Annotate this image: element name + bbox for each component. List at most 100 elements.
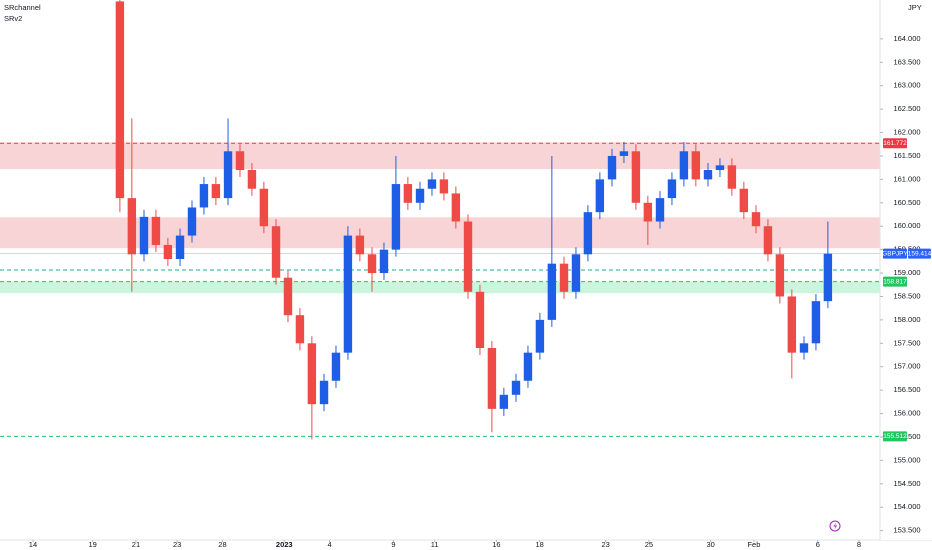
candle-body: [787, 296, 797, 353]
candle-body: [691, 151, 701, 180]
last-price-tag: [908, 248, 931, 259]
candle-body: [127, 198, 137, 255]
candle-body: [703, 170, 713, 180]
y-tick-label: 161.000: [893, 174, 920, 183]
candle-body: [223, 151, 233, 199]
candle-body: [775, 254, 785, 297]
candle-body: [427, 179, 437, 189]
candle-body: [739, 188, 749, 213]
candle-body: [715, 165, 725, 171]
level-price-tag: [883, 276, 907, 287]
y-tick-label: 154.500: [893, 479, 920, 488]
candle-body: [763, 226, 773, 255]
candle-body: [559, 263, 569, 292]
y-tick-label: 163.000: [893, 81, 920, 90]
level-price-tag: [883, 138, 907, 149]
y-tick-label: 164.000: [893, 34, 920, 43]
last-price-label: 159.414: [908, 250, 932, 257]
x-tick-label: 11: [431, 540, 439, 549]
currency-label: JPY: [908, 3, 922, 12]
price-axis-bg: [881, 0, 932, 540]
y-tick-label: 157.500: [893, 338, 920, 347]
x-tick-label: 23: [173, 540, 181, 549]
x-tick-label: 8: [857, 540, 861, 549]
x-tick-label: 16: [492, 540, 500, 549]
y-tick-label: 157.000: [893, 362, 920, 371]
level-price-label: 161.772: [883, 140, 907, 147]
zone: [0, 142, 880, 170]
candle-body: [727, 165, 737, 189]
candle-body: [151, 216, 161, 245]
alert-icon[interactable]: [829, 520, 841, 532]
y-tick-label: 159.000: [893, 268, 920, 277]
y-tick-label: 153.500: [893, 526, 920, 535]
candle-body: [463, 221, 473, 292]
x-tick-label: 23: [601, 540, 609, 549]
candle-body: [511, 380, 521, 395]
candle-body: [391, 184, 401, 250]
candle-body: [331, 352, 341, 381]
candle-body: [139, 216, 149, 255]
candle-body: [643, 202, 653, 222]
candle-body: [415, 188, 425, 203]
candle-body: [679, 151, 689, 180]
x-tick-label: 25: [645, 540, 653, 549]
candle-body: [355, 235, 365, 255]
x-tick-label: 2023: [276, 540, 293, 549]
candle-body: [451, 193, 461, 222]
y-tick-label: 158.500: [893, 291, 920, 300]
indicator-label: SRchannel: [4, 3, 41, 12]
y-tick-label: 160.000: [893, 221, 920, 230]
candle-body: [751, 212, 761, 227]
level-price-tag: [883, 431, 907, 442]
level-price-label: 158.817: [883, 278, 907, 285]
symbol-label: GBPJPY: [882, 250, 908, 257]
candle-body: [667, 179, 677, 199]
candle-body: [811, 301, 821, 344]
candle-body: [235, 151, 245, 171]
y-tick-label: 156.500: [893, 385, 920, 394]
x-tick-label: Feb: [747, 540, 760, 549]
candle-body: [259, 188, 269, 227]
candle-body: [319, 380, 329, 405]
x-tick-label: 28: [218, 540, 226, 549]
candle-body: [487, 347, 497, 409]
candle-body: [403, 184, 413, 203]
candle-body: [343, 235, 353, 353]
x-tick-label: 6: [816, 540, 820, 549]
candle-body: [271, 226, 281, 278]
candle-body: [175, 235, 185, 259]
x-tick-label: 14: [29, 540, 37, 549]
x-tick-label: 4: [328, 540, 332, 549]
y-tick-label: 161.500: [893, 151, 920, 160]
axes: 164.000 163.500 163.000 162.500 162.000 161.5…: [29, 0, 932, 549]
x-tick-label: 9: [391, 540, 395, 549]
candle-body: [295, 315, 305, 344]
x-tick-label: 19: [89, 540, 97, 549]
candle-body: [547, 263, 557, 320]
y-tick-label: 158.000: [893, 315, 920, 324]
candle-body: [199, 184, 209, 208]
zone: [0, 281, 880, 294]
y-tick-label: 162.500: [893, 104, 920, 113]
candle-body: [523, 352, 533, 381]
y-tick-label: 163.500: [893, 57, 920, 66]
candle-body: [583, 212, 593, 255]
candle-body: [163, 244, 173, 259]
y-tick-label: 162.000: [893, 128, 920, 137]
candle-body: [283, 277, 293, 316]
y-tick-label: 156.000: [893, 409, 920, 418]
candle-body: [799, 343, 809, 353]
candle-body: [619, 151, 629, 156]
candle-body: [247, 170, 257, 189]
y-tick-label: 159.500: [893, 245, 920, 254]
candle-body: [115, 1, 125, 199]
candle-body: [367, 254, 377, 274]
y-tick-label: 160.500: [893, 198, 920, 207]
candle-body: [595, 179, 605, 213]
y-tick-label: 155.000: [893, 455, 920, 464]
candle-body: [475, 291, 485, 348]
candle-body: [631, 151, 641, 203]
candle-body: [439, 179, 449, 194]
